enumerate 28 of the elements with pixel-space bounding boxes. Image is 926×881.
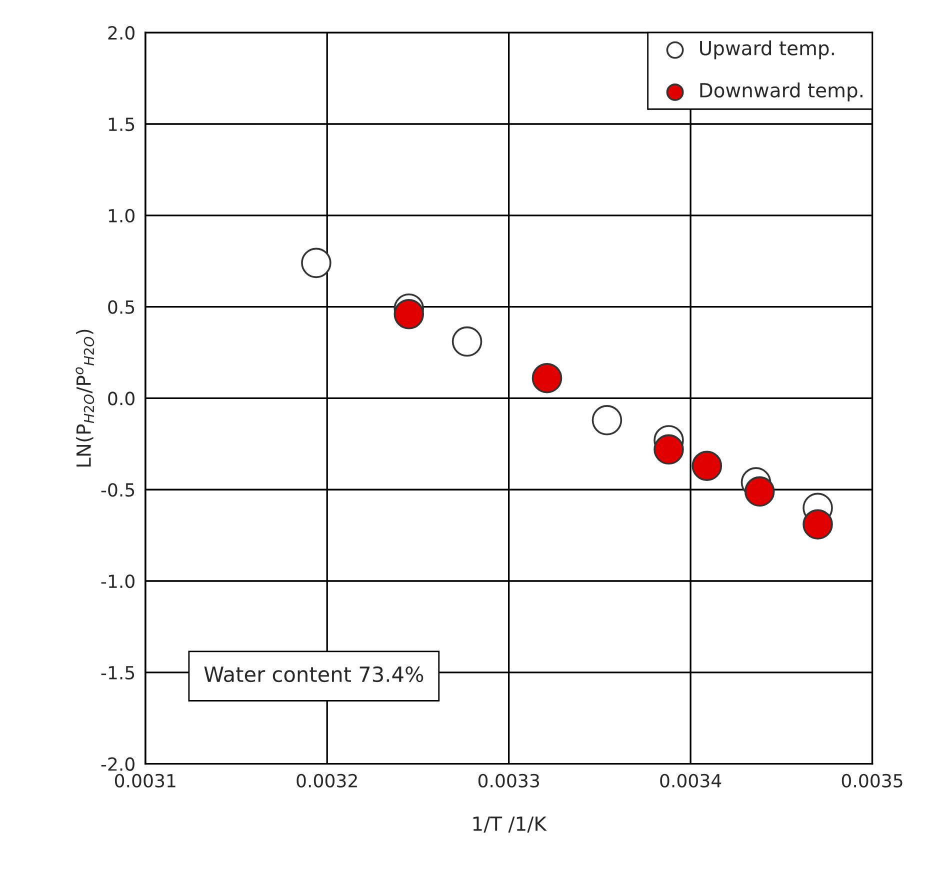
- y-tick-label: 1.5: [108, 118, 134, 132]
- x-tick-label: 0.0033: [478, 774, 539, 788]
- y-tick-label: 0.5: [108, 300, 134, 314]
- point: [394, 298, 424, 330]
- point: [532, 362, 562, 394]
- x-tick-label: 0.0035: [842, 774, 902, 788]
- y-tick-label: 2.0: [108, 26, 134, 40]
- point: [654, 434, 684, 465]
- x-tick-label: 0.0031: [114, 774, 176, 788]
- x-axis-title: 1/T /1/K: [473, 816, 547, 833]
- y-tick-label: -1.5: [101, 666, 134, 680]
- point: [301, 248, 332, 278]
- y-tick-label: -2.0: [101, 757, 134, 771]
- point: [592, 405, 622, 436]
- point: [802, 509, 833, 540]
- point: [744, 476, 775, 507]
- point: [452, 326, 482, 357]
- point: [692, 450, 722, 481]
- y-tick-label: -1.0: [101, 574, 134, 588]
- y-tick-label: 0.0: [108, 392, 134, 406]
- x-tick-label: 0.0034: [660, 774, 722, 788]
- y-axis-title: LN(P$_{H2O}$/P$^{o}$$_{H2O}$): [76, 330, 94, 466]
- y-tick-label: 1.0: [108, 208, 134, 223]
- x-tick-label: 0.0032: [296, 774, 357, 788]
- y-tick-label: -0.5: [101, 483, 134, 497]
- legend-label: Downward temp.: [700, 82, 862, 102]
- legend-label: Upward temp.: [700, 40, 834, 60]
- annotation: Water content 73.4%: [204, 666, 424, 682]
